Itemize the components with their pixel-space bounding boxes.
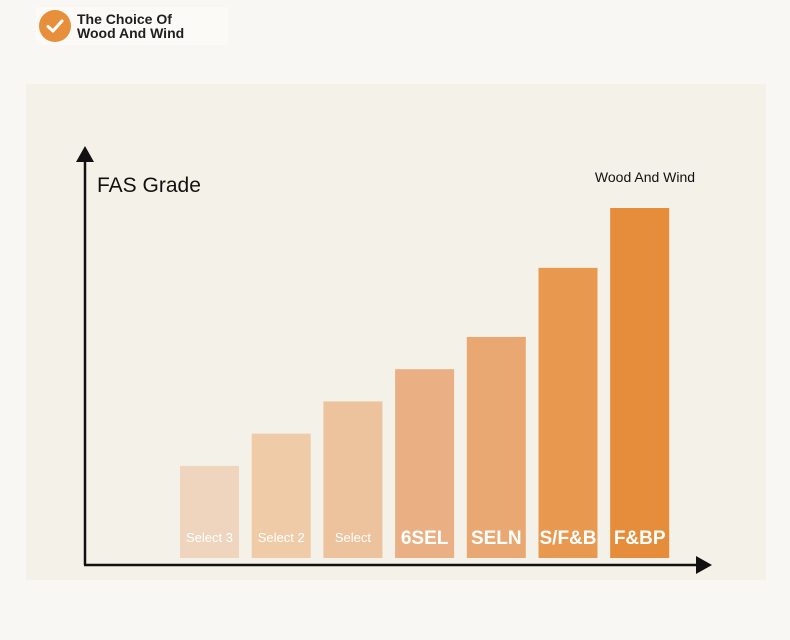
bar-label-6: S/F&B [540,528,597,549]
bar-5 [466,336,526,558]
x-axis-arrow [696,556,712,574]
bar-7 [610,208,670,558]
brand-line-2: Wood And Wind [77,25,185,41]
y-axis-arrow [76,146,94,162]
bar-label-2: Select 2 [258,530,305,545]
chart-title: FAS Grade [97,174,201,197]
bar-label-1: Select 3 [186,530,233,545]
bar-2 [251,433,311,558]
bar-4 [395,369,455,558]
brand-logo: The Choice Of Wood And Wind [36,7,228,45]
bar-label-4: 6SEL [401,528,449,549]
bar-1 [180,465,239,558]
bar-label-5: SELN [471,528,522,549]
chart-annotation: Wood And Wind [595,169,695,185]
bar-6 [538,267,598,558]
check-icon [39,10,71,42]
bar-3 [323,401,383,558]
brand-line-1: The Choice Of [77,11,172,27]
bar-label-7: F&BP [614,528,666,549]
bar-label-3: Select [335,530,372,545]
brand-name: The Choice Of Wood And Wind [77,12,184,40]
